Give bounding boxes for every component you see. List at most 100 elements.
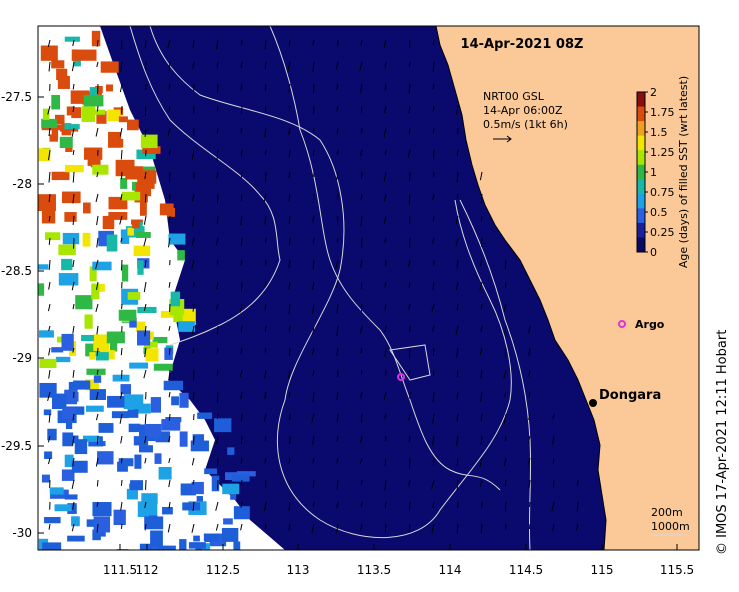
current-vector	[311, 413, 315, 423]
sst-patch	[93, 516, 111, 533]
current-vector	[144, 501, 147, 509]
current-vector	[311, 281, 315, 290]
current-vector	[240, 281, 243, 292]
sst-patch	[85, 379, 99, 391]
current-vector	[288, 83, 291, 93]
current-vector	[144, 435, 147, 444]
current-vector	[72, 435, 75, 446]
sst-patch	[125, 166, 144, 180]
current-vector	[192, 303, 195, 312]
sst-patch	[43, 409, 52, 416]
current-vector	[119, 413, 123, 424]
current-vector	[312, 149, 315, 156]
coastline	[435, 26, 607, 550]
sst-patch	[67, 535, 85, 542]
current-vector	[96, 479, 99, 487]
current-vector	[96, 523, 99, 533]
sst-patch	[86, 368, 106, 375]
sst-patch	[121, 264, 129, 282]
sst-patch	[179, 392, 189, 408]
sst-patch	[86, 405, 104, 412]
sst-patch	[150, 530, 163, 547]
sst-patch	[132, 181, 140, 191]
current-vector	[311, 347, 315, 356]
current-vector	[71, 61, 75, 72]
sst-patch	[139, 201, 147, 216]
sst-patch	[193, 535, 200, 542]
sst-patch	[214, 418, 232, 433]
current-vector	[192, 479, 195, 485]
colorbar-tick-label: 2	[650, 86, 657, 99]
sst-patch	[134, 454, 142, 469]
sst-patch	[66, 106, 75, 116]
current-vector	[312, 369, 315, 376]
sst-patch	[38, 283, 45, 296]
sst-patch	[134, 190, 148, 203]
current-vector	[479, 171, 483, 181]
current-vector	[240, 215, 243, 226]
current-vector	[216, 83, 219, 93]
current-vector	[120, 237, 123, 243]
sst-patch	[128, 423, 141, 433]
sst-patch	[130, 480, 144, 491]
sst-patch	[55, 356, 71, 363]
sst-patch	[166, 207, 176, 217]
sst-patch	[38, 264, 49, 270]
current-vector	[336, 479, 339, 490]
current-vector	[455, 347, 459, 359]
current-vector	[384, 325, 387, 333]
current-vector	[240, 479, 243, 485]
current-vector	[288, 303, 291, 315]
current-vector	[168, 281, 171, 288]
colorbar-segment	[637, 179, 645, 195]
current-vector	[360, 193, 363, 201]
current-vector	[264, 303, 267, 311]
current-vector	[311, 303, 315, 315]
sst-patch	[113, 509, 126, 526]
sst-patch	[133, 222, 143, 236]
sst-patch	[118, 458, 134, 467]
current-vector	[48, 61, 51, 72]
current-vector	[216, 61, 219, 68]
current-vector	[336, 391, 339, 400]
current-vector	[408, 435, 411, 443]
current-vector	[528, 413, 531, 420]
current-vector	[336, 303, 339, 314]
current-vector	[191, 325, 195, 335]
current-vector	[72, 413, 75, 421]
current-vector	[72, 501, 75, 510]
current-vector	[408, 303, 411, 310]
current-vector	[144, 105, 147, 116]
sst-patch	[158, 466, 172, 480]
sst-patch	[236, 471, 256, 477]
current-vector	[216, 391, 219, 403]
sst-patch	[137, 260, 144, 275]
current-vector	[455, 325, 459, 335]
current-vector	[240, 237, 243, 246]
sst-patch	[42, 542, 62, 550]
current-vector	[47, 303, 51, 312]
sst-patch	[106, 331, 125, 344]
current-vector	[480, 303, 483, 310]
current-vector	[72, 193, 75, 204]
sst-patch	[231, 474, 250, 482]
sst-patch	[64, 212, 77, 222]
current-vector	[72, 149, 75, 155]
current-vector	[312, 479, 315, 488]
current-vector	[264, 281, 267, 288]
current-vector	[360, 523, 363, 531]
sst-patch	[190, 440, 209, 452]
sst-patch	[137, 501, 158, 517]
current-vector	[480, 215, 483, 222]
sst-patch	[64, 454, 74, 468]
credit-text: © IMOS 17-Apr-2021 12:11 Hobart	[715, 330, 730, 555]
sst-patch	[89, 87, 98, 96]
current-vector	[47, 391, 51, 402]
current-vector	[432, 105, 435, 112]
current-vector	[455, 281, 459, 290]
sst-patch	[40, 45, 58, 61]
sst-patch	[222, 483, 240, 495]
current-vector	[480, 435, 483, 445]
current-vector	[456, 457, 459, 466]
current-vector	[335, 259, 339, 269]
